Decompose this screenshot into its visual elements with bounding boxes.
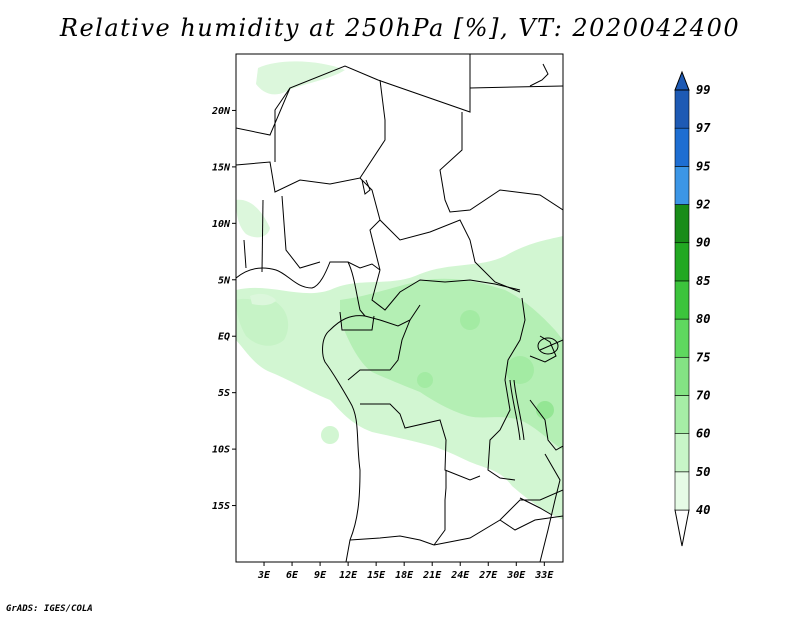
colorbar-label: 85	[696, 274, 710, 288]
humidity-speck	[321, 426, 339, 444]
lat-tick-label: EQ	[218, 332, 230, 343]
lon-tick-label: 12E	[339, 570, 358, 581]
border-line	[371, 269, 521, 311]
border-line	[433, 489, 563, 546]
lake	[361, 179, 371, 195]
lon-tick-label: 24E	[450, 570, 470, 581]
border-line	[439, 112, 563, 213]
colorbar-band	[674, 433, 690, 473]
humidity-speck	[417, 372, 433, 388]
lon-tick-label: 33E	[534, 570, 554, 581]
humidity-region-west	[236, 298, 289, 346]
colorbar-label: 40	[696, 503, 710, 517]
colorbar-label: 50	[696, 465, 710, 479]
border-line	[281, 195, 321, 269]
colorbar-label: 92	[696, 198, 710, 212]
lake	[519, 497, 553, 516]
colorbar-band	[674, 395, 690, 434]
border-line	[359, 79, 386, 179]
country-borders	[236, 54, 563, 562]
colorbar-label: 80	[696, 312, 710, 326]
lat-tick-label: 5N	[218, 275, 231, 286]
humidity-speck	[536, 401, 554, 419]
humidity-speck	[460, 310, 480, 330]
lon-tick-label: 27E	[478, 570, 498, 581]
coastline	[236, 261, 367, 562]
lat-tick-label: 10N	[212, 219, 231, 230]
colorbar-label: 97	[696, 121, 711, 135]
border-line	[487, 297, 526, 481]
colorbar-band	[674, 280, 690, 320]
border-line	[339, 311, 375, 331]
grads-credit: GrADS: IGES/COLA	[6, 604, 93, 614]
colorbar-label: 99	[696, 83, 710, 97]
longitude-axis: 3E 6E 9E 12E 15E 18E 21E 24E 27E 30E 33E	[257, 562, 554, 581]
lake	[509, 379, 525, 441]
map-frame	[235, 53, 564, 563]
colorbar-band	[674, 471, 690, 511]
border-line	[261, 199, 264, 273]
humidity-region-core	[340, 278, 563, 450]
latitude-axis: 20N 15N 10N 5N EQ 5S 10S 15S	[211, 106, 236, 512]
lon-tick-label: 18E	[395, 570, 414, 581]
lon-tick-label: 15E	[367, 570, 386, 581]
border-line	[433, 470, 447, 546]
colorbar-lower-arrow	[674, 509, 690, 547]
colorbar-label: 60	[696, 427, 710, 441]
border-line	[274, 87, 291, 162]
colorbar-label: 95	[696, 159, 710, 173]
lake	[537, 337, 559, 355]
lon-tick-label: 21E	[422, 570, 442, 581]
border-line	[360, 403, 481, 481]
lon-tick-label: 6E	[286, 570, 299, 581]
border-line	[364, 304, 421, 327]
lat-tick-label: 15S	[212, 501, 230, 512]
humidity-patch-north	[256, 61, 345, 95]
lon-tick-label: 9E	[314, 570, 327, 581]
lon-tick-label: 30E	[506, 570, 526, 581]
border-line	[330, 261, 381, 271]
colorbar-band	[674, 127, 690, 167]
colorbar-band	[674, 204, 690, 244]
lat-tick-label: 15N	[212, 162, 231, 173]
border-line	[379, 219, 521, 293]
colorbar-label: 90	[696, 236, 710, 250]
colorbar-band	[674, 318, 690, 358]
colorbar-label: 75	[696, 350, 710, 364]
border-line	[539, 453, 561, 562]
colorbar-band	[674, 89, 690, 129]
border-line	[236, 161, 381, 271]
humidity-patch-coast	[250, 293, 276, 306]
border-line	[529, 335, 557, 363]
colorbar: 40 50 60 70 75 80 85 90 92 95 97 99	[674, 70, 711, 547]
colorbar-band	[674, 166, 690, 205]
colorbar-upper-arrow	[674, 70, 690, 91]
lat-tick-label: 5S	[218, 388, 230, 399]
border-line	[469, 85, 563, 89]
colorbar-band	[674, 356, 690, 396]
lat-tick-label: 10S	[212, 445, 230, 456]
border-line	[243, 239, 247, 269]
colorbar-label: 70	[696, 388, 710, 402]
border-line	[529, 399, 563, 451]
border-line	[499, 515, 563, 531]
border-line	[236, 54, 471, 136]
humidity-field	[236, 61, 563, 520]
humidity-patch-northwest	[236, 199, 270, 238]
colorbar-band	[674, 242, 690, 282]
humidity-speck	[506, 356, 534, 384]
lat-tick-label: 20N	[211, 106, 231, 117]
border-line	[349, 535, 435, 546]
lake	[529, 63, 549, 87]
border-line	[347, 319, 411, 381]
lon-tick-label: 3E	[257, 570, 271, 581]
map-title: Relative humidity at 250hPa [%], VT: 202…	[59, 14, 741, 42]
